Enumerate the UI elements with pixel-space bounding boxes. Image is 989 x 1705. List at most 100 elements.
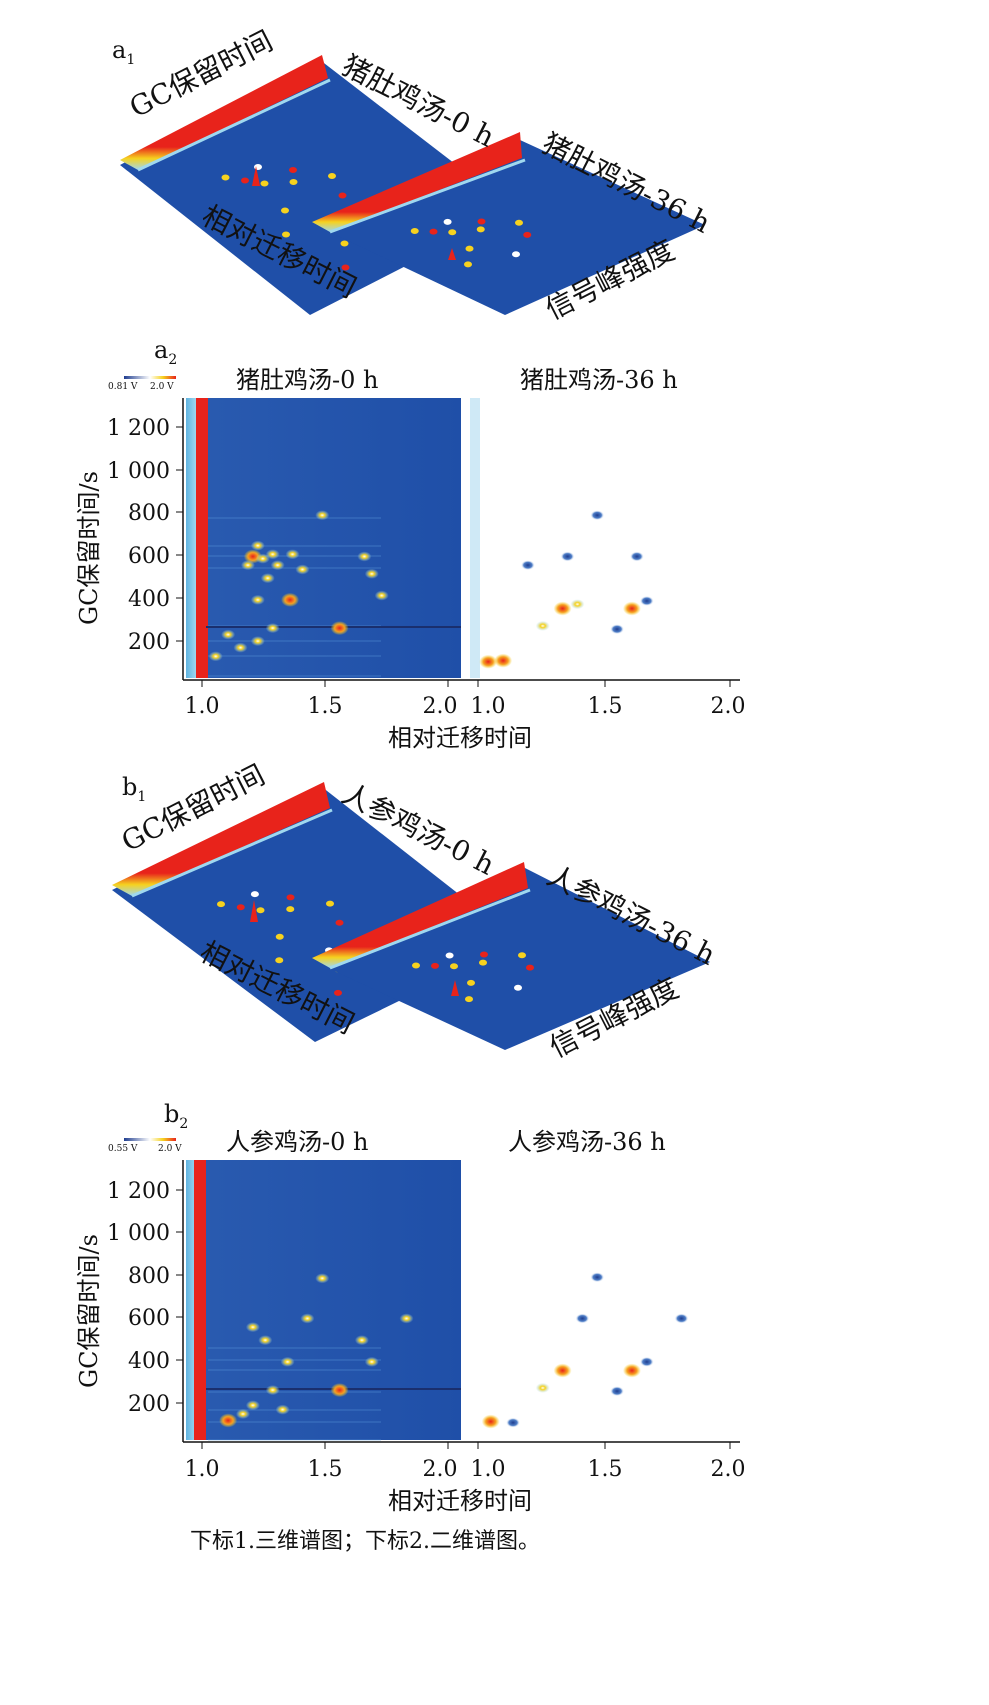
- a1-plate-0h-edge: [137, 78, 331, 172]
- a2-peak-0-9: [250, 594, 265, 605]
- b2-peak-0-12: [275, 1404, 290, 1415]
- a2-ytick-800: 800: [128, 501, 170, 526]
- a2-ytick-1000: 1 000: [107, 459, 170, 484]
- a2-streaks-0h: [206, 517, 461, 677]
- a2-ytick-600: 600: [128, 544, 170, 569]
- b1p1-spot-9: [514, 984, 522, 991]
- a2-xticks: 1.0 1.5 2.0 1.0 1.5 2.0: [185, 680, 746, 719]
- a2-peak-0-11: [330, 621, 349, 636]
- a2-peaks-0h: [208, 510, 389, 662]
- b2-ytick-800: 800: [128, 1264, 170, 1289]
- a1p1-spot-2: [448, 229, 457, 236]
- b2-peak-1-7: [639, 1356, 654, 1367]
- a1p1-spike: [448, 248, 456, 260]
- a2-peak-0-3: [240, 560, 255, 571]
- a2-xtick-3: 2.0: [423, 694, 458, 719]
- b1p1-spot-4: [479, 959, 487, 966]
- b2-peak-0-3: [399, 1313, 414, 1324]
- panel-a2-letter: a2: [154, 336, 177, 368]
- b2-peak-0-2: [300, 1313, 315, 1324]
- a2-peak-1-0: [553, 601, 572, 616]
- a2-yticks: 1 200 1 000 800 600 400 200: [107, 416, 183, 655]
- b2-xtick-2: 1.5: [308, 1457, 343, 1482]
- a2-peak-0-4: [265, 549, 280, 560]
- b1p0-spot-7: [335, 919, 344, 926]
- a1p1-spot-9: [512, 251, 520, 258]
- a2-peak-0-16: [208, 651, 223, 662]
- a1p1-spot-0: [410, 228, 419, 234]
- b2-ytick-400: 400: [128, 1349, 170, 1374]
- a1p1-spot-3: [443, 218, 452, 225]
- a1p0-spot-12: [341, 264, 350, 271]
- b2-colorbar: [124, 1138, 176, 1141]
- b1p1-spot-0: [412, 962, 420, 969]
- a2-peak-0-10: [295, 564, 310, 575]
- b1p0-spot-0: [217, 901, 225, 908]
- a2-peak-1-2: [479, 654, 498, 669]
- a1-ridge-36h: [312, 132, 522, 232]
- b2-ytick-1200: 1 200: [107, 1179, 170, 1204]
- b2-peak-0-11: [245, 1400, 260, 1411]
- b2-peak-0-4: [258, 1335, 273, 1346]
- a2-peak-0-7: [285, 549, 300, 560]
- panel-b2: b2 0.55 V 2.0 V 人参鸡汤-0 h 人参鸡汤-36 h 1 200…: [75, 1100, 746, 1515]
- a2-peaks-36h: [479, 510, 654, 669]
- a1p1-spot-10: [515, 219, 523, 226]
- a2-peak-0-20: [374, 590, 389, 601]
- a2-sample-36h: 猪肚鸡汤-36 h: [520, 366, 678, 394]
- b2-peak-0-7: [364, 1356, 379, 1367]
- b2-plot-0h: [186, 1160, 461, 1440]
- a1p0-spot-8: [282, 231, 290, 238]
- b2-peak-0-6: [280, 1356, 295, 1367]
- b2-peak-1-9: [535, 1382, 550, 1393]
- b1p0-spike: [250, 900, 258, 922]
- b2-peak-1-5: [575, 1313, 590, 1324]
- b1p0-spot-4: [286, 906, 295, 913]
- panel-a2: a2 0.81 V 2.0 V 猪肚鸡汤-0 h 猪肚鸡汤-36 h 1 200…: [75, 336, 746, 752]
- b2-peak-1-1: [622, 1363, 641, 1378]
- a2-xtick-4: 1.0: [471, 694, 506, 719]
- a2-rip-band-36h: [470, 398, 480, 678]
- a2-xlabel: 相对迁移时间: [388, 724, 532, 752]
- b1-plate-36h-edge: [329, 888, 531, 970]
- b1p1-spot-2: [450, 963, 458, 970]
- a2-peak-1-7: [520, 560, 535, 571]
- a1p1-spot-4: [476, 226, 485, 233]
- b2-sample-0h: 人参鸡汤-0 h: [226, 1128, 368, 1156]
- b2-peak-1-8: [610, 1386, 625, 1397]
- b1p1-spot-8: [465, 996, 473, 1003]
- a1p1-spot-1: [429, 228, 438, 235]
- b1-peaks-36h: [412, 951, 534, 1003]
- a1p0-spot-1: [241, 177, 249, 184]
- b2-peak-1-4: [590, 1272, 605, 1283]
- a2-xtick-6: 2.0: [711, 694, 746, 719]
- a2-plot-36h: [461, 398, 736, 678]
- a2-peak-0-15: [250, 636, 265, 647]
- b2-colorbar-max: 2.0 V: [158, 1144, 182, 1154]
- a2-peak-0-17: [357, 551, 372, 562]
- a2-sample-0h: 猪肚鸡汤-0 h: [236, 366, 378, 394]
- b2-peak-0-5: [354, 1335, 369, 1346]
- b2-xtick-1: 1.0: [185, 1457, 220, 1482]
- b2-ytick-600: 600: [128, 1306, 170, 1331]
- b2-peak-1-2: [481, 1414, 500, 1429]
- a1-ridge-0h: [120, 55, 328, 170]
- b1p0-spot-3: [250, 891, 259, 898]
- a2-peak-1-9: [629, 551, 644, 562]
- b2-peak-1-6: [674, 1313, 689, 1324]
- a2-rip-red-0h: [196, 398, 208, 678]
- a1p0-spot-7: [338, 192, 347, 199]
- b2-peaks-0h: [219, 1273, 414, 1428]
- a1-plate-36h: [315, 140, 705, 315]
- a1p0-spot-2: [260, 180, 269, 187]
- b1p0-spot-12: [334, 989, 342, 996]
- a2-peak-0-6: [260, 573, 275, 584]
- b1p0-spot-6: [275, 933, 284, 940]
- a2-peak-0-19: [315, 510, 330, 521]
- b2-rip-red-0h: [194, 1160, 206, 1440]
- b2-peak-0-0: [315, 1273, 330, 1284]
- a2-colorbar-min: 0.81 V: [108, 382, 138, 392]
- b2-peak-0-13: [235, 1408, 250, 1419]
- a1p1-spot-8: [464, 261, 472, 268]
- b1p1-spike: [451, 980, 459, 996]
